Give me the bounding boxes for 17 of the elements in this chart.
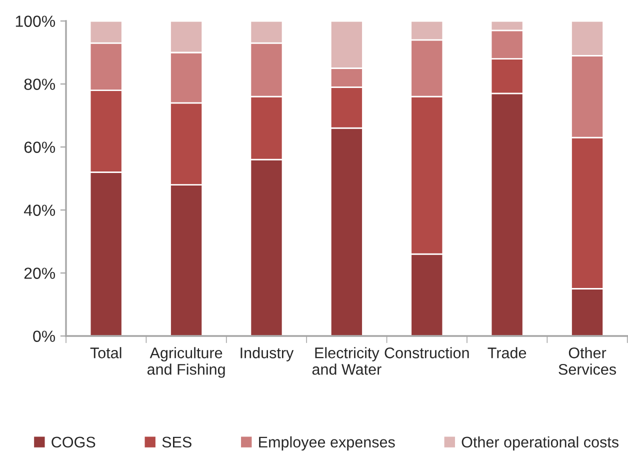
legend-label: Employee expenses — [259, 436, 395, 451]
y-tick-label: 100% — [16, 16, 56, 27]
y-tick-label: 20% — [24, 268, 56, 279]
y-tick-label: 0% — [33, 330, 56, 342]
y-tick-label: 60% — [24, 142, 56, 153]
y-tick-label: 80% — [24, 78, 56, 90]
x-tick-label: Total — [90, 347, 122, 358]
x-tick-label: Agriculture and Fishing — [147, 347, 225, 378]
y-tick-label: 40% — [24, 204, 56, 216]
x-tick-label: Industry — [240, 347, 294, 362]
x-tick-label: Other Services — [558, 347, 616, 375]
legend-label: Other operational costs — [462, 436, 619, 451]
legend-label: SES — [162, 436, 192, 448]
legend-label: COGS — [52, 436, 96, 448]
x-tick-label: Construction — [384, 347, 469, 358]
x-tick-label: Trade — [488, 347, 526, 358]
x-tick-label: Electricity and Water — [312, 347, 382, 375]
